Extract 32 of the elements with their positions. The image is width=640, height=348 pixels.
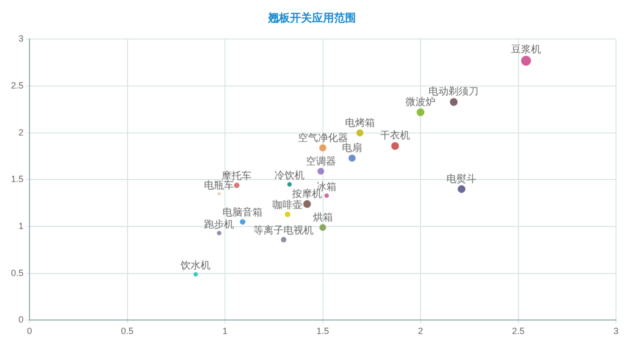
series-label: 豆浆机 — [511, 43, 542, 56]
series-label: 电瓶车 — [204, 180, 234, 192]
series-label: 烘箱 — [312, 212, 333, 224]
series-label: 跑步机 — [204, 218, 234, 230]
series-label: 咖啡壶 — [272, 199, 303, 212]
x-tick-label: 0.5 — [121, 326, 134, 336]
series-label: 电熨斗 — [446, 172, 477, 185]
y-tick-label: 2 — [18, 127, 24, 138]
series-label: 空调器 — [306, 156, 336, 168]
series-label: 空气净化器 — [298, 132, 348, 144]
chart-title: 翘板开关应用范围 — [267, 11, 356, 24]
x-tick-label: 1 — [222, 326, 228, 336]
y-tick-label: 1 — [18, 221, 24, 232]
y-tick-label: 2.5 — [10, 80, 24, 91]
series-label: 冷饮机 — [274, 170, 305, 182]
series-label: 饮水机 — [180, 260, 211, 272]
x-tick-label: 1.5 — [316, 326, 330, 336]
y-tick-label: 3 — [18, 34, 24, 44]
y-tick-label: 0.5 — [10, 268, 24, 278]
series-label: 微波炉 — [406, 96, 436, 108]
series-label: 等离子电视机 — [254, 224, 314, 236]
series-label: 电脑音箱 — [222, 206, 263, 219]
series-label: 电烤箱 — [344, 116, 375, 129]
x-tick-label: 0 — [27, 326, 32, 336]
series-label: 电扇 — [342, 142, 362, 154]
series-label: 电动剃须刀 — [428, 86, 479, 98]
y-tick-label: 0 — [18, 314, 24, 325]
y-tick-label: 1.5 — [10, 174, 24, 184]
x-tick-label: 2.5 — [512, 326, 525, 336]
x-tick-label: 2 — [418, 326, 424, 336]
series-label: 干衣机 — [380, 130, 410, 142]
x-tick-label: 3 — [613, 326, 619, 336]
